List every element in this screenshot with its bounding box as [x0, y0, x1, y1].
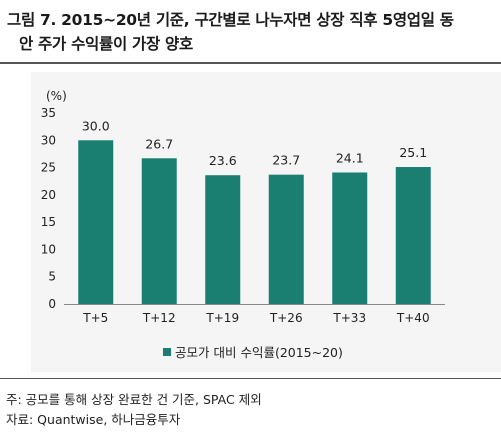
source-note: 자료: Quantwise, 하나금융투자	[6, 412, 181, 427]
bar-data-label: 23.6	[209, 153, 237, 168]
y-tick-label: 10	[41, 242, 56, 256]
y-axis-unit-label: (%)	[46, 89, 67, 103]
bar-data-label: 26.7	[145, 136, 173, 151]
bar	[141, 158, 177, 304]
y-tick-label: 0	[48, 297, 56, 311]
bar	[205, 175, 241, 304]
top-rule	[0, 62, 501, 64]
bar-data-label: 25.1	[399, 145, 427, 160]
bar-data-label: 30.0	[82, 118, 110, 133]
bottom-rule	[0, 378, 501, 379]
y-tick-label: 35	[41, 106, 56, 120]
x-tick-label: T+33	[332, 311, 366, 325]
x-tick-label: T+19	[205, 311, 239, 325]
legend-swatch	[163, 348, 171, 356]
y-tick-label: 30	[41, 133, 56, 147]
figure-title-line2: 안 주가 수익률이 가장 양호	[19, 35, 193, 53]
x-tick-label: T+5	[82, 311, 108, 325]
x-tick-label: T+26	[269, 311, 303, 325]
bar-data-label: 23.7	[272, 153, 300, 168]
bar	[395, 167, 431, 304]
figure-title-line1: 그림 7. 2015~20년 기준, 구간별로 나누자면 상장 직후 5영업일 …	[7, 11, 454, 29]
y-tick-label: 20	[41, 188, 56, 202]
x-tick-label: T+12	[142, 311, 176, 325]
bar	[78, 140, 114, 304]
bar-data-label: 24.1	[336, 150, 364, 165]
y-tick-label: 25	[41, 161, 56, 175]
footnote: 주: 공모를 통해 상장 완료한 건 기준, SPAC 제외	[6, 392, 262, 407]
bar	[268, 174, 304, 304]
figure-title: 그림 7. 2015~20년 기준, 구간별로 나누자면 상장 직후 5영업일 …	[7, 8, 497, 56]
bar	[332, 172, 368, 304]
y-tick-label: 5	[48, 270, 56, 284]
y-tick-label: 15	[41, 215, 56, 229]
x-tick-label: T+40	[396, 311, 430, 325]
legend-label: 공모가 대비 수익률(2015~20)	[175, 345, 343, 360]
